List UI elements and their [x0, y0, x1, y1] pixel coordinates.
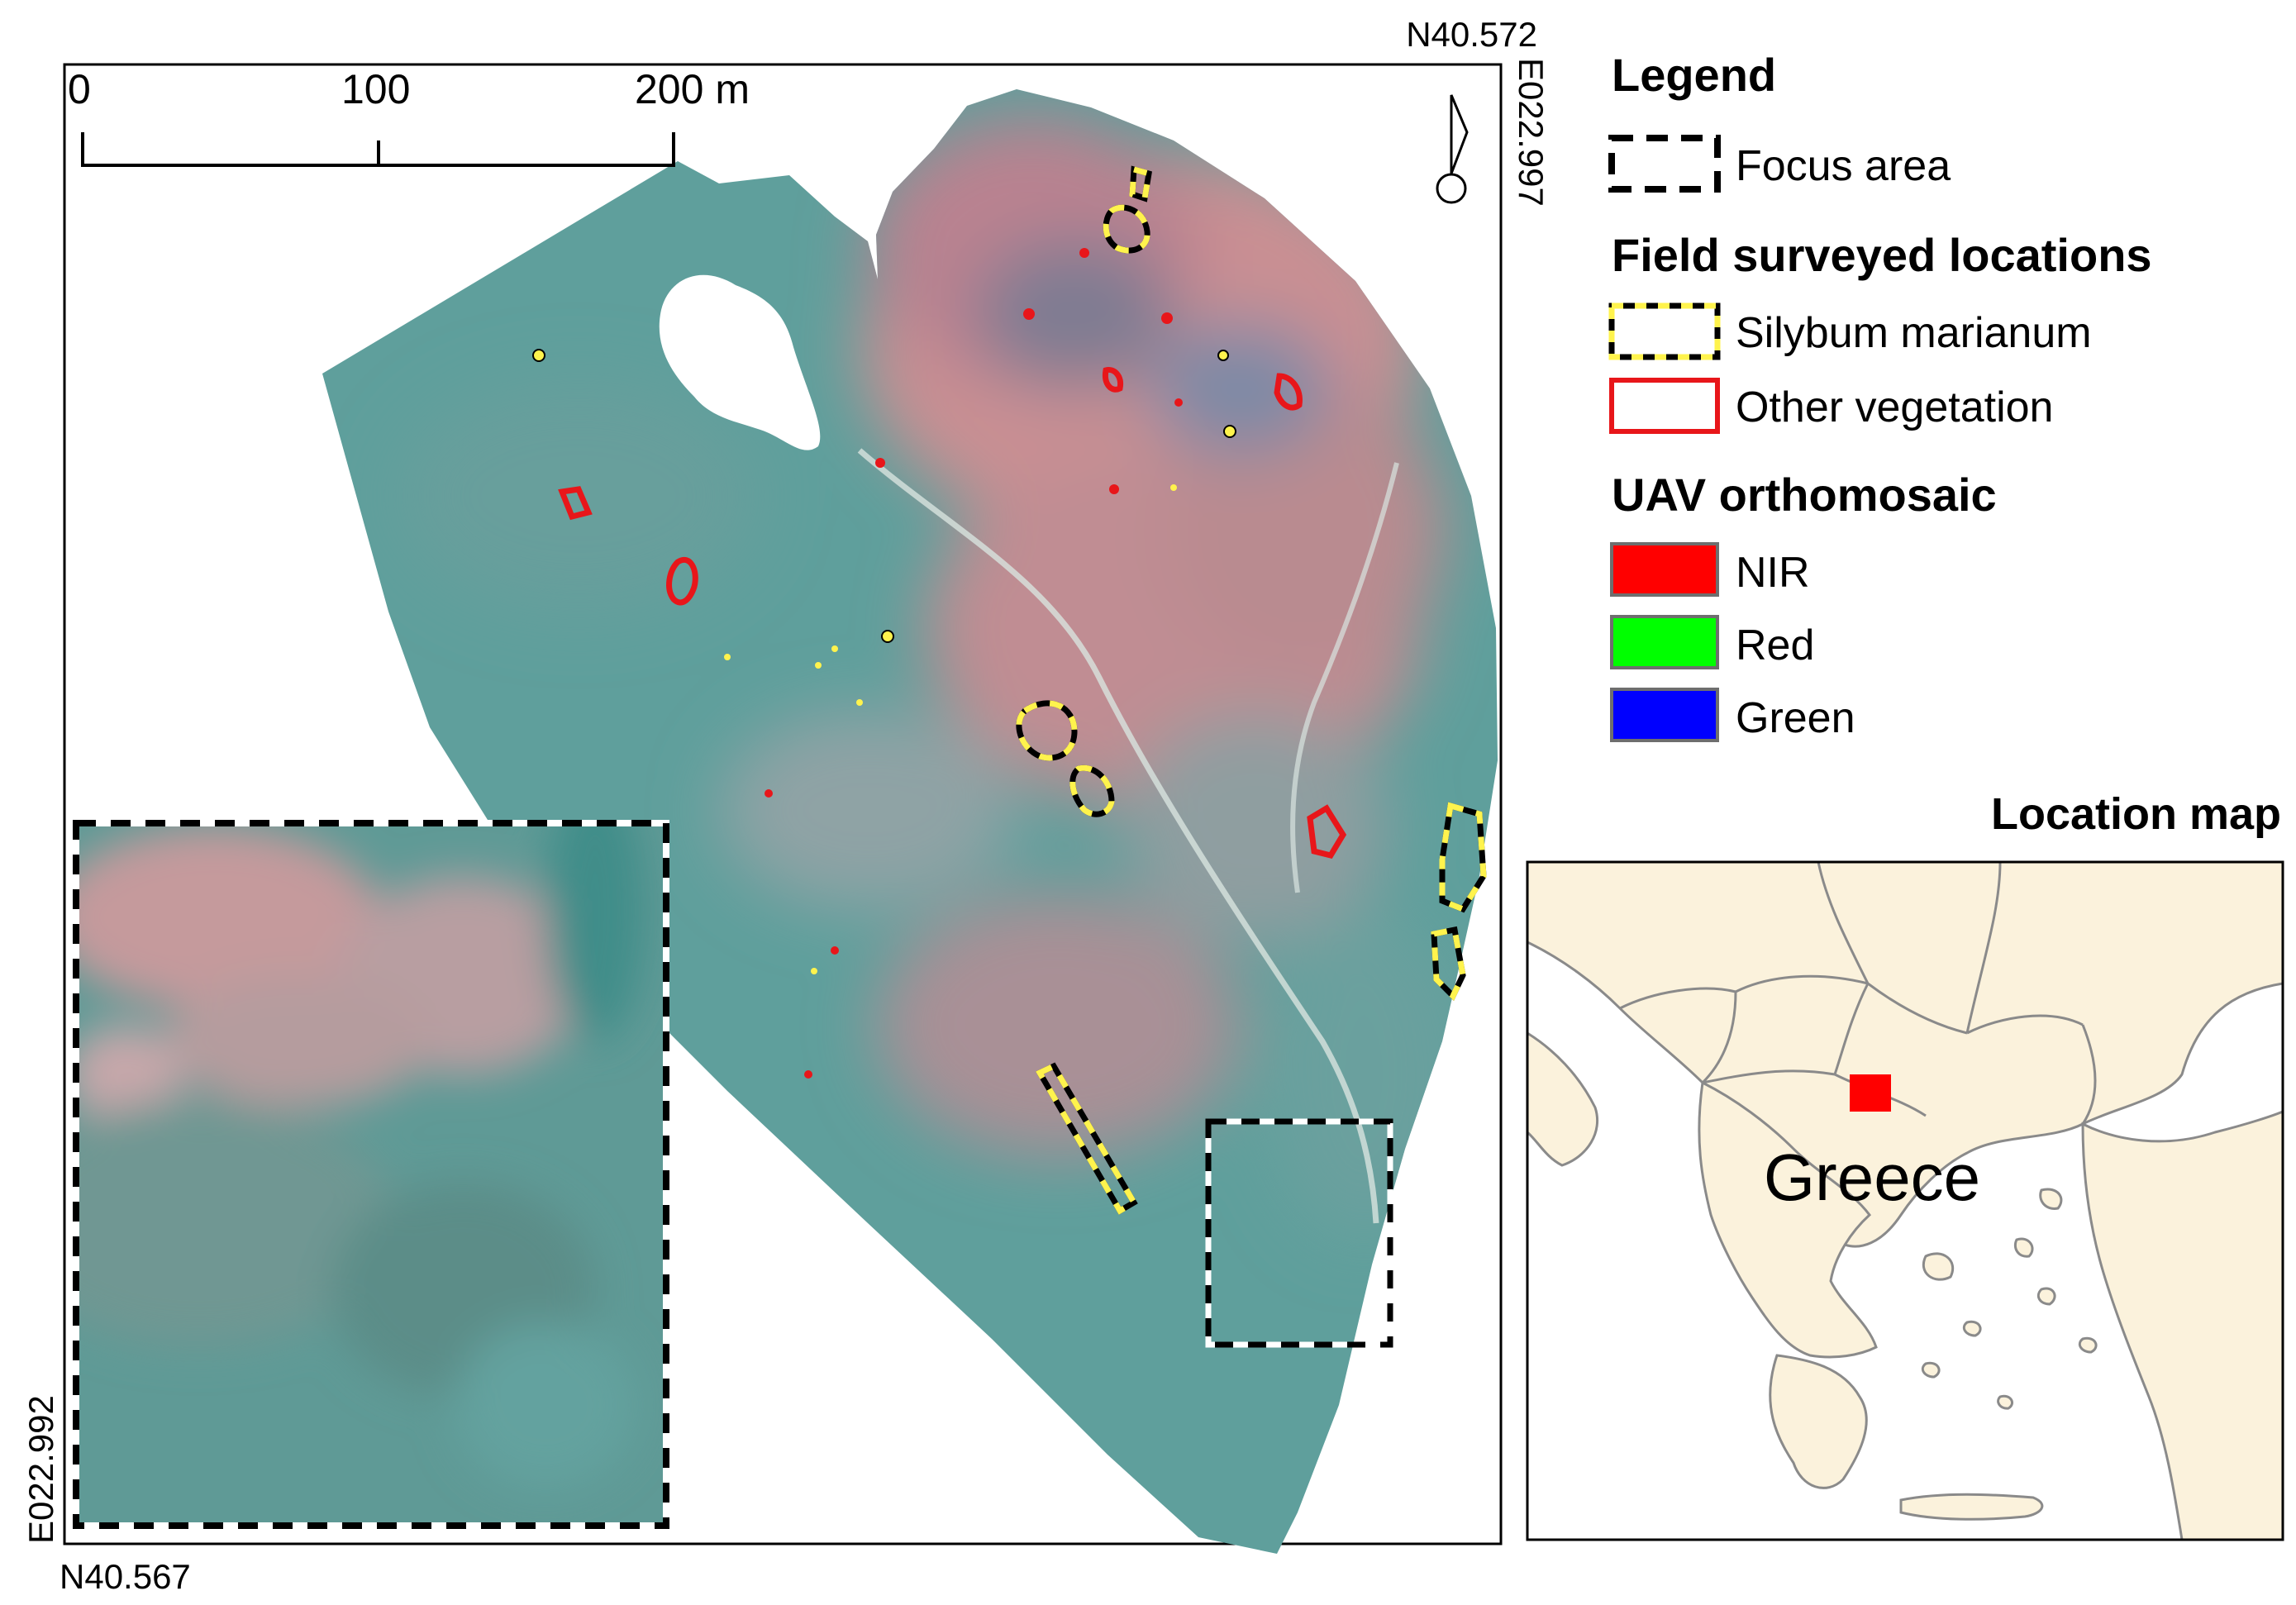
top-latitude-label: N40.572 [1406, 15, 1537, 54]
legend-nir-label: NIR [1736, 549, 1810, 597]
legend-title: Legend [1612, 49, 1776, 101]
bottom-latitude-label: N40.567 [60, 1557, 191, 1596]
scale-label-100: 100 [341, 66, 410, 112]
focus-inset [73, 820, 669, 1529]
other-vegetation-polygons [558, 367, 1347, 860]
left-longitude-label: E022.992 [21, 1395, 60, 1544]
legend-other-vegetation-label: Other vegetation [1736, 383, 2053, 431]
scale-label-200: 200 m [635, 66, 750, 112]
legend-nir-swatch [1610, 542, 1719, 597]
legend-field-title: Field surveyed locations [1612, 229, 2152, 281]
legend-red-label: Red [1736, 622, 1814, 669]
location-map: Greece [1526, 860, 2284, 1541]
legend-silybum-swatch [1608, 302, 1721, 360]
legend-focus-area-swatch [1608, 135, 1721, 193]
study-site-marker [1850, 1074, 1891, 1112]
legend-silybum-label: Silybum marianum [1736, 309, 2092, 357]
silybum-polygons [532, 165, 1487, 1215]
legend-green-label: Green [1736, 694, 1855, 742]
right-longitude-label: E022.997 [1512, 58, 1551, 207]
legend-focus-area-label: Focus area [1736, 142, 1951, 190]
ortho-gap [659, 274, 821, 450]
scale-bar: 0 100 200 m [68, 66, 750, 167]
location-map-title: Location map [1991, 789, 2281, 839]
other-vegetation-points [765, 248, 1183, 1079]
focus-area-box [1205, 1118, 1393, 1348]
legend-other-vegetation-swatch [1609, 378, 1720, 434]
country-label: Greece [1764, 1141, 1980, 1214]
legend-green-swatch [1610, 688, 1719, 742]
north-arrow-icon [1436, 94, 1469, 204]
legend-uav-title: UAV orthomosaic [1612, 469, 1997, 521]
scale-label-0: 0 [68, 66, 91, 112]
legend: Legend Focus area Field surveyed locatio… [1608, 49, 2152, 742]
legend-red-swatch [1610, 615, 1719, 669]
